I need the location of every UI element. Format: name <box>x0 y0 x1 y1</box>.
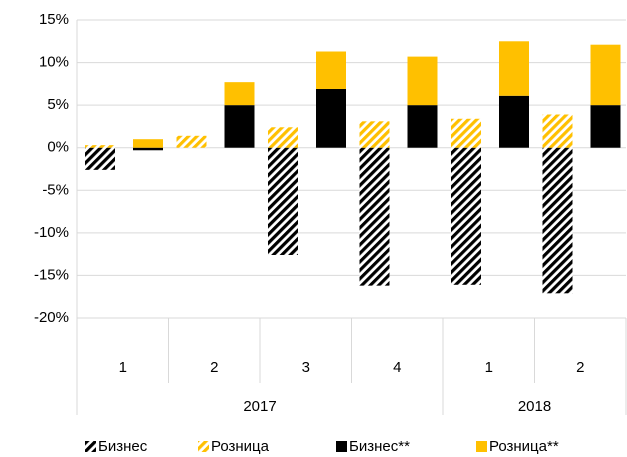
bar <box>133 139 163 148</box>
bar <box>590 44 621 106</box>
x-tick-label: 3 <box>302 359 310 376</box>
bar <box>133 147 163 151</box>
legend-label: Розница <box>211 438 270 455</box>
legend-swatch <box>336 441 347 452</box>
bar <box>451 118 481 148</box>
bar <box>407 105 438 148</box>
bar <box>316 51 346 89</box>
y-tick-label: 15% <box>39 11 69 28</box>
bar <box>224 105 255 148</box>
bar <box>499 95 529 148</box>
x-tick-label: 1 <box>485 359 493 376</box>
legend-label: Бизнес** <box>349 438 410 455</box>
y-tick-label: 0% <box>47 139 69 156</box>
y-tick-label: -20% <box>34 309 69 326</box>
y-tick-label: -10% <box>34 224 69 241</box>
bar <box>451 147 481 285</box>
legend-label: Розница** <box>489 438 559 455</box>
legend-swatch <box>476 441 487 452</box>
bar <box>224 82 255 106</box>
bar <box>85 147 115 170</box>
legend-label: Бизнес <box>98 438 148 455</box>
y-tick-label: -15% <box>34 266 69 283</box>
bar <box>359 147 390 286</box>
y-tick-label: 10% <box>39 54 69 71</box>
x-tick-label: 2 <box>576 359 584 376</box>
bar <box>316 88 346 148</box>
year-label: 2017 <box>243 398 276 415</box>
bar <box>176 135 207 148</box>
legend-swatch <box>198 441 209 452</box>
bar <box>268 127 298 148</box>
bar <box>268 147 298 255</box>
legend-swatch <box>85 441 96 452</box>
bar <box>85 145 115 148</box>
bar <box>359 121 390 148</box>
bar <box>542 147 573 294</box>
y-tick-label: -5% <box>42 181 69 198</box>
x-tick-label: 4 <box>393 359 401 376</box>
y-tick-label: 5% <box>47 96 69 113</box>
year-label: 2018 <box>518 398 551 415</box>
x-tick-label: 1 <box>119 359 127 376</box>
x-tick-label: 2 <box>210 359 218 376</box>
bar <box>542 114 573 148</box>
bar <box>407 56 438 106</box>
bar <box>499 41 529 96</box>
bar <box>590 105 621 148</box>
